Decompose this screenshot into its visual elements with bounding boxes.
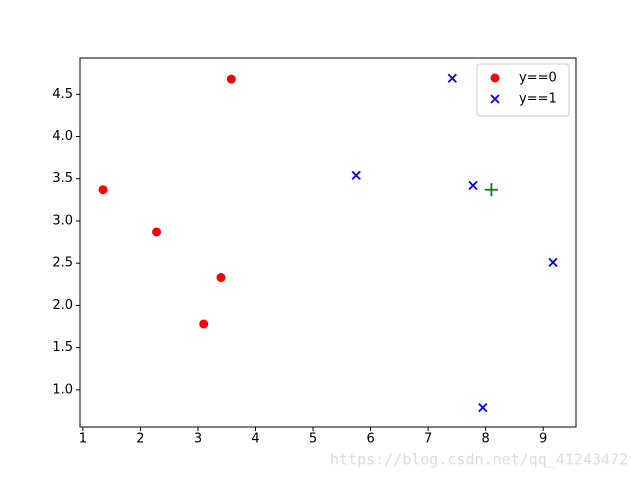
x-tick-label: 2: [136, 432, 144, 447]
watermark: https://blog.csdn.net/qq_41243472: [330, 451, 628, 469]
y-tick-label: 4.0: [52, 129, 73, 144]
point: [351, 170, 361, 181]
y-tick-label: 1.0: [52, 382, 73, 397]
x-tick-label: 3: [194, 432, 202, 447]
point: [98, 185, 108, 195]
x-tick-label: 1: [79, 432, 87, 447]
y-tick-label: 3.5: [52, 171, 73, 186]
point: [226, 74, 236, 84]
point: [152, 227, 162, 237]
y-tick-label: 3.0: [52, 213, 73, 228]
x-tick-label: 4: [251, 432, 259, 447]
legend-marker: [490, 94, 500, 104]
x-tick-label: 7: [424, 432, 432, 447]
legend-box: [476, 63, 570, 117]
point: [216, 273, 226, 283]
point: [199, 319, 209, 329]
y-tick-label: 1.5: [52, 340, 73, 355]
point: [468, 180, 478, 191]
point: [478, 402, 488, 413]
point: [447, 73, 457, 83]
x-tick-label: 9: [539, 432, 547, 447]
legend-label: y==0: [519, 71, 557, 86]
plot-frame: [79, 57, 577, 428]
y-tick-label: 2.0: [52, 298, 73, 313]
legend-label: y==1: [519, 92, 557, 107]
legend-marker: [490, 73, 500, 83]
point: [484, 183, 498, 197]
x-tick-label: 5: [309, 432, 317, 447]
y-tick-label: 2.5: [52, 256, 73, 271]
y-tick-label: 4.5: [52, 87, 73, 102]
point: [548, 257, 558, 267]
x-tick-label: 8: [482, 432, 490, 447]
x-tick-label: 6: [366, 432, 374, 447]
